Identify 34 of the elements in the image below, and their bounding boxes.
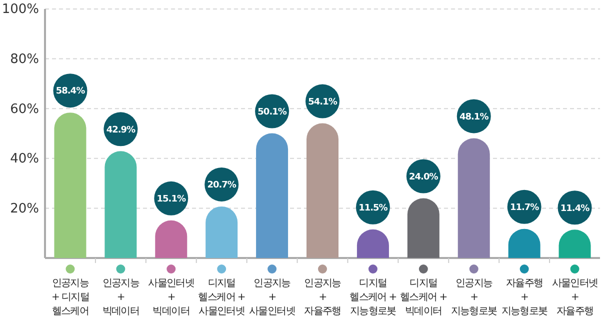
data-label: 50.1%: [258, 107, 287, 118]
y-tick-label: 20%: [10, 201, 39, 216]
bar: [407, 198, 440, 258]
data-label: 11.4%: [560, 204, 590, 214]
x-tick-label: 사물인터넷 + 자율주행: [552, 278, 598, 317]
bar: [458, 138, 490, 258]
bar: [306, 123, 338, 258]
x-tick-label: 인공지능 + 빅데이터: [102, 278, 140, 317]
x-tick-label: 인공지능 + 자율주행: [304, 278, 342, 317]
y-tick-label: 100%: [2, 2, 39, 18]
x-tick-label: 인공지능 + 지능형로봇: [450, 278, 498, 317]
data-label: 20.7%: [207, 180, 236, 191]
x-tick-label: 디지털 헬스케어 + 빅데이터: [400, 278, 448, 317]
data-label: 42.9%: [106, 125, 136, 136]
x-tick-label: 자율주행 + 지능형로봇: [501, 278, 548, 317]
data-label: 11.7%: [510, 203, 540, 214]
y-tick-label: 80%: [10, 52, 39, 67]
x-tick-label: 디지털 헬스케어 + 사물인터넷: [198, 278, 246, 317]
x-tick-label: 인공지능 + 사물인터넷: [249, 278, 296, 317]
bar: [54, 112, 86, 258]
x-tick-label: 사물인터넷 + 빅데이터: [148, 278, 194, 317]
data-label: 24.0%: [409, 172, 438, 182]
bar: [206, 206, 238, 258]
x-tick-label: 디지털 헬스케어 + 지능형로봇: [350, 278, 397, 317]
bar: [104, 151, 137, 258]
data-label: 15.1%: [156, 194, 186, 205]
data-label: 54.1%: [308, 97, 338, 108]
x-tick-label: 인공지능 + 디지털 헬스케어: [51, 278, 90, 317]
data-label: 48.1%: [459, 112, 489, 122]
data-label: 58.4%: [56, 86, 86, 97]
y-tick-label: 40%: [10, 152, 39, 167]
data-label: 11.5%: [358, 204, 388, 214]
y-tick-label: 60%: [10, 102, 39, 117]
bar: [256, 133, 288, 258]
